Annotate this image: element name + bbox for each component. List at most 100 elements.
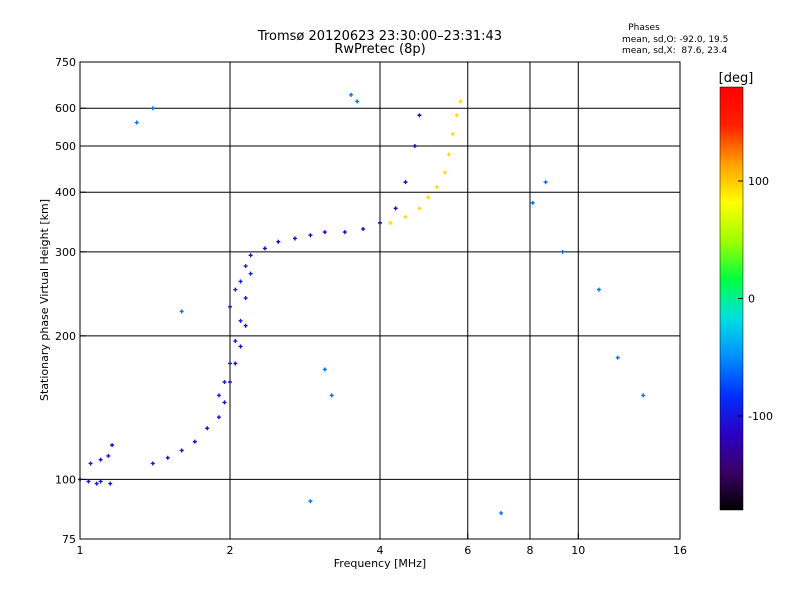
data-point: [342, 230, 347, 235]
data-point: [134, 120, 139, 125]
data-point: [243, 264, 248, 269]
y-tick-label: 200: [55, 330, 76, 343]
data-point: [233, 361, 238, 366]
colorbar-ticks: 100 0 -100: [738, 175, 773, 423]
grid-lines: [80, 62, 680, 539]
data-point: [243, 323, 248, 328]
data-point: [417, 113, 422, 118]
chart-subtitle: RwPretec (8p): [334, 42, 425, 57]
data-point: [108, 481, 113, 486]
data-point: [308, 233, 313, 238]
data-point: [88, 461, 93, 466]
x-axis-label: Frequency [MHz]: [334, 557, 426, 570]
data-point: [393, 206, 398, 211]
data-point: [450, 131, 455, 136]
data-point: [98, 457, 103, 462]
data-point: [349, 92, 354, 97]
x-tick-label: 4: [377, 544, 384, 557]
data-point: [388, 220, 393, 225]
x-tick-label: 1: [77, 544, 84, 557]
y-tick-label: 500: [55, 140, 76, 153]
data-point: [110, 443, 115, 448]
data-point: [615, 355, 620, 360]
data-point: [165, 455, 170, 460]
y-tick-label: 100: [55, 473, 76, 486]
phases-o-stats: mean, sd,O: -92.0, 19.5: [622, 35, 728, 45]
y-axis-ticks: 75 100 200 300 400 500 600 750: [55, 56, 86, 546]
x-tick-label: 16: [673, 544, 687, 557]
data-point: [417, 206, 422, 211]
data-point: [262, 246, 267, 251]
data-point: [238, 344, 243, 349]
colorbar-tick-label: 100: [748, 175, 769, 188]
data-point: [641, 393, 646, 398]
phases-x-stats: mean, sd,X: 87.6, 23.4: [622, 46, 728, 56]
x-tick-label: 10: [571, 544, 585, 557]
y-tick-label: 600: [55, 102, 76, 115]
data-point: [222, 400, 227, 405]
x-tick-label: 2: [227, 544, 234, 557]
data-point: [361, 226, 366, 231]
data-point: [179, 309, 184, 314]
data-point: [442, 170, 447, 175]
data-point: [205, 426, 210, 431]
data-point: [222, 380, 227, 385]
data-point: [150, 106, 155, 111]
chart-title: Tromsø 20120623 23:30:00–23:31:43: [257, 29, 502, 44]
data-point: [458, 99, 463, 104]
y-tick-label: 750: [55, 56, 76, 69]
colorbar-tick-label: -100: [748, 410, 773, 423]
data-point: [228, 380, 232, 385]
data-point: [179, 448, 184, 453]
data-point: [216, 415, 221, 420]
data-point: [426, 195, 431, 200]
data-point: [106, 453, 111, 458]
data-point: [228, 361, 232, 366]
data-point: [238, 318, 243, 323]
data-point: [228, 304, 232, 309]
y-tick-label: 75: [62, 533, 76, 546]
data-point: [94, 481, 99, 486]
data-point: [530, 200, 535, 205]
data-point: [216, 393, 221, 398]
data-point: [98, 479, 103, 484]
colorbar-label: [deg]: [719, 71, 754, 86]
phases-heading: Phases: [628, 23, 660, 33]
data-point: [596, 287, 601, 292]
data-point: [243, 296, 248, 301]
data-point: [86, 479, 91, 484]
data-point: [248, 253, 253, 258]
x-axis-ticks: 1 2 4 6 8 10 16: [77, 533, 687, 557]
data-point: [329, 393, 334, 398]
data-point: [233, 287, 238, 292]
data-point: [412, 143, 417, 148]
data-point: [248, 271, 253, 276]
y-axis-label: Stationary phase Virtual Height [km]: [38, 199, 51, 401]
data-points: [78, 92, 646, 516]
data-point: [238, 279, 243, 284]
y-tick-label: 400: [55, 186, 76, 199]
data-point: [446, 152, 451, 157]
x-tick-label: 8: [527, 544, 534, 557]
data-point: [150, 461, 155, 466]
data-point: [543, 180, 548, 185]
data-point: [560, 249, 565, 254]
data-point: [192, 439, 197, 444]
x-tick-label: 6: [464, 544, 471, 557]
data-point: [403, 214, 408, 219]
data-point: [322, 367, 327, 372]
y-tick-label: 300: [55, 246, 76, 259]
data-point: [434, 185, 439, 190]
data-point: [233, 339, 238, 344]
data-point: [276, 239, 281, 244]
data-point: [454, 113, 459, 118]
data-point: [292, 236, 297, 241]
data-point: [355, 99, 360, 104]
data-point: [403, 180, 408, 185]
data-point: [322, 230, 327, 235]
data-point: [499, 511, 504, 516]
data-point: [378, 220, 382, 225]
colorbar-tick-label: 0: [748, 293, 755, 306]
data-point: [308, 499, 313, 504]
